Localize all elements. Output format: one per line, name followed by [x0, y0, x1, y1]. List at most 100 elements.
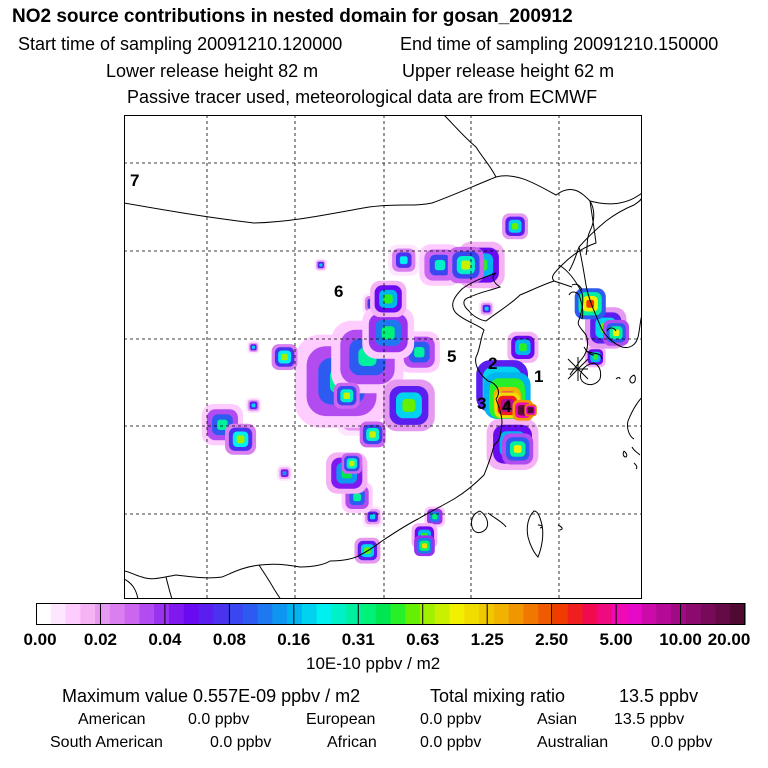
end-time-label: End time of sampling 20091210.150000: [400, 34, 719, 54]
concentration-cell: [612, 329, 620, 337]
concentration-cell: [592, 354, 598, 360]
korea-coast: [553, 196, 642, 356]
graticule: [124, 115, 642, 599]
coastlines: [124, 115, 642, 599]
colorbar-tick-label: 2.50: [535, 630, 569, 649]
colorbar-cell: [124, 603, 140, 625]
colorbar-cell: [700, 603, 717, 625]
colorbar-cell: [405, 603, 421, 625]
colorbar-cell: [390, 603, 406, 625]
colorbar-cell: [612, 603, 628, 625]
region-label-7: 7: [130, 171, 139, 190]
colorbar-cell: [523, 603, 539, 625]
colorbar-cell: [420, 603, 436, 625]
colorbar-cell: [346, 603, 362, 625]
concentration-cell: [434, 259, 446, 271]
chart-title: NO2 source contributions in nested domai…: [12, 6, 573, 27]
colorbar-cell: [301, 603, 318, 625]
lower-height-label: Lower release height 82 m: [106, 61, 319, 81]
african-value: 0.0 ppbv: [420, 734, 482, 751]
colorbar-tick-label: 1.25: [470, 630, 504, 649]
concentration-cell: [399, 256, 408, 265]
region-label-2: 2: [488, 354, 497, 373]
colorbar-cell: [626, 603, 643, 625]
colorbar-units: 10E-10 ppbv / m2: [306, 654, 441, 673]
concentration-cell: [414, 347, 425, 358]
concentration-cell: [217, 419, 228, 430]
colorbar-cell: [36, 603, 52, 625]
colorbar-cell: [198, 603, 214, 625]
colorbar-cell: [316, 603, 333, 625]
colorbar-cell: [730, 603, 746, 625]
colorbar-tick-label: 0.04: [148, 630, 182, 649]
concentration-cell: [369, 431, 376, 438]
colorbar-cell: [449, 603, 465, 625]
colorbar-tick-label: 0.08: [212, 630, 246, 649]
asian-label: Asian: [537, 711, 578, 728]
colorbar-cell: [50, 603, 67, 625]
colorbar-cell: [331, 603, 347, 625]
concentration-cell: [349, 460, 355, 467]
map-plot: 1 2 3 4 5 6 7: [124, 115, 642, 599]
african-label: African: [327, 734, 377, 751]
colorbar-tick-label: 0.02: [83, 630, 117, 649]
colorbar-cell: [508, 603, 525, 625]
colorbar-cell: [287, 603, 303, 625]
upper-height-label: Upper release height 62 m: [402, 61, 615, 81]
south-american-value: 0.0 ppbv: [210, 734, 272, 751]
map-frame: [124, 115, 642, 599]
colorbar-cell: [567, 603, 584, 625]
concentration-field: [201, 213, 629, 564]
colorbar-cell: [493, 603, 510, 625]
australian-label: Australian: [537, 734, 609, 751]
colorbar-tick-label: 0.31: [341, 630, 375, 649]
concentration-cell: [432, 514, 438, 520]
concentration-cell: [353, 493, 361, 502]
colorbar-cell: [213, 603, 229, 625]
colorbar-cell: [582, 603, 598, 625]
colorbar-tick-label: 10.00: [659, 630, 702, 649]
concentration-cell: [511, 223, 519, 230]
concentration-cell: [281, 353, 288, 361]
concentration-cell: [519, 343, 527, 352]
colorbar-cell: [552, 603, 569, 625]
region-label-5: 5: [447, 347, 456, 366]
info-label: Passive tracer used, meteorological data…: [127, 87, 598, 107]
region-label-6: 6: [334, 282, 343, 301]
colorbar-cell: [375, 603, 392, 625]
concentration-cell: [504, 402, 511, 409]
region-label-4: 4: [502, 397, 512, 416]
colorbar-tick-label: 20.00: [707, 630, 751, 649]
concentration-cell: [461, 260, 471, 270]
colorbar-cell: [464, 603, 480, 625]
colorbar-cell: [272, 603, 288, 625]
european-label: European: [306, 711, 376, 728]
total-mixing-value: 13.5 ppbv: [619, 686, 699, 706]
total-mixing-label: Total mixing ratio: [430, 686, 566, 706]
colorbar-tick-label: 0.16: [277, 630, 311, 649]
colorbar-cell: [154, 603, 170, 625]
start-time-label: Start time of sampling 20091210.120000: [18, 34, 343, 54]
colorbar-cell: [228, 603, 244, 625]
colorbar-cell: [360, 603, 377, 625]
colorbar-cell: [109, 603, 126, 625]
colorbar-cell: [242, 603, 259, 625]
colorbar-cell: [685, 603, 702, 625]
region-label-3: 3: [477, 394, 486, 413]
concentration-cell: [251, 345, 255, 349]
region-label-1: 1: [534, 367, 543, 386]
colorbar-cell: [656, 603, 672, 625]
concentration-cell: [381, 326, 395, 340]
concentration-cell: [513, 445, 522, 453]
concentration-cell: [236, 435, 245, 444]
concentration-cell: [251, 403, 256, 408]
south-american-label: South American: [50, 734, 163, 751]
colorbar-cell: [80, 603, 96, 625]
receptor-marker: [567, 357, 589, 381]
colorbar-cell: [168, 603, 185, 625]
australian-value: 0.0 ppbv: [651, 734, 713, 751]
american-value: 0.0 ppbv: [188, 711, 250, 728]
asian-value: 13.5 ppbv: [614, 711, 685, 728]
colorbar-tick-label: 0.00: [23, 630, 57, 649]
concentration-cell: [282, 471, 287, 476]
